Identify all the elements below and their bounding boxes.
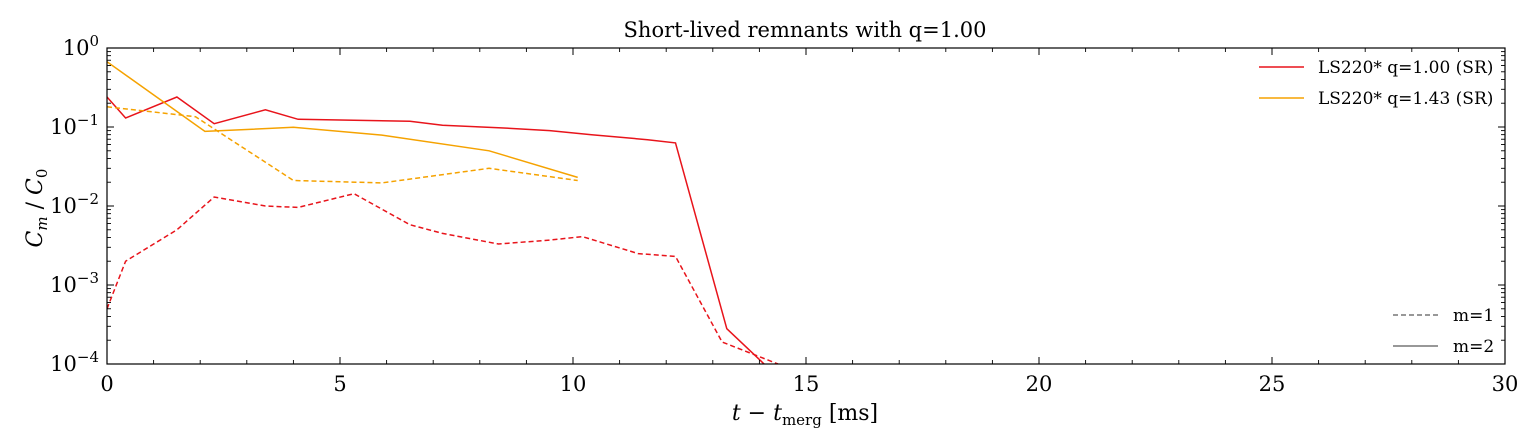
series-line-3 <box>107 61 578 179</box>
x-axis-label: t − tmerg [ms] <box>732 401 878 429</box>
chart-title: Short-lived remnants with q=1.00 <box>624 18 987 42</box>
legend: LS220* q=1.00 (SR) LS220* q=1.43 (SR) m=1 m… <box>1259 58 1494 357</box>
x-tick-label: 25 <box>1259 372 1286 396</box>
x-tick-label: 5 <box>333 372 346 396</box>
plot-frame <box>106 47 1506 365</box>
x-tick-label: 10 <box>560 372 587 396</box>
y-tick-label: 10−1 <box>50 111 99 139</box>
x-tick-label: 20 <box>1026 372 1053 396</box>
legend-style-label: m=2 <box>1453 337 1494 357</box>
series-line-1 <box>107 96 765 364</box>
y-axis-label: Cm / C0 <box>23 169 51 248</box>
plot-area <box>107 61 779 364</box>
y-tick-label: 100 <box>63 32 99 60</box>
x-tick-label: 30 <box>1492 372 1519 396</box>
axes: 0 5 10 15 20 25 30 10−4 10−3 10−2 10−1 100 <box>50 32 1518 396</box>
legend-series-label: LS220* q=1.43 (SR) <box>1318 89 1493 109</box>
x-tick-label: 0 <box>100 372 113 396</box>
x-tick-label: 15 <box>793 372 820 396</box>
y-tick-label: 10−2 <box>50 190 99 218</box>
y-tick-label: 10−3 <box>50 269 99 297</box>
series-line-2 <box>107 192 779 364</box>
legend-series-label: LS220* q=1.00 (SR) <box>1318 58 1493 78</box>
series-line-4 <box>107 106 578 184</box>
legend-style-label: m=1 <box>1453 306 1494 326</box>
y-tick-label: 10−4 <box>50 348 99 376</box>
